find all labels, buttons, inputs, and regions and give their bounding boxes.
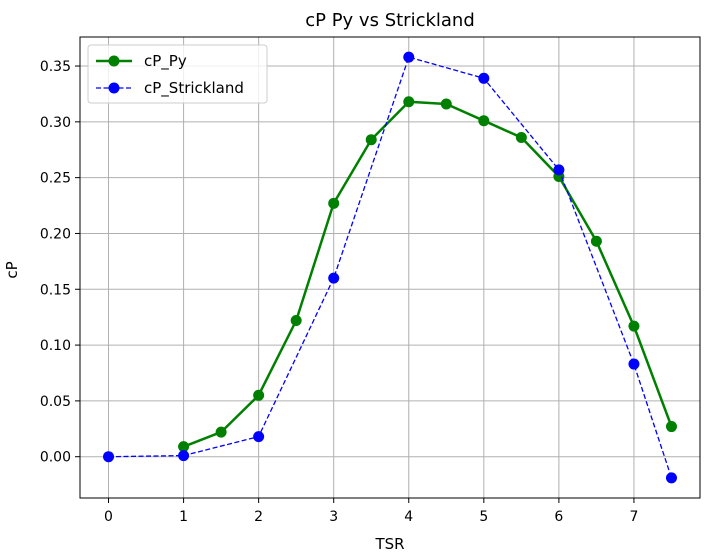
data-point-cp-py	[403, 96, 415, 108]
data-point-cp-py	[515, 131, 527, 143]
data-point-cp-strickland	[478, 72, 490, 84]
x-tick-label: 0	[104, 509, 113, 525]
data-point-cp-py	[628, 320, 640, 332]
y-tick-label: 0.10	[40, 338, 71, 354]
data-point-cp-py	[440, 98, 452, 110]
x-tick-label: 2	[254, 509, 263, 525]
y-axis: 0.00 0.05 0.10 0.15 0.20 0.25 0.30 0.35	[40, 59, 80, 466]
x-axis-title: TSR	[374, 535, 404, 553]
data-point-cp-strickland	[103, 451, 115, 463]
series-layer	[103, 51, 677, 484]
y-tick-label: 0.15	[40, 282, 71, 298]
y-tick-label: 0.00	[40, 450, 71, 466]
data-point-cp-strickland	[665, 472, 677, 484]
legend-marker-cp-py	[108, 55, 120, 67]
data-point-cp-strickland	[253, 431, 265, 443]
legend-marker-cp-strickland	[108, 82, 120, 94]
x-tick-label: 1	[179, 509, 188, 525]
chart-title: cP Py vs Strickland	[305, 10, 475, 31]
y-tick-label: 0.20	[40, 226, 71, 242]
data-point-cp-py	[178, 441, 190, 453]
y-tick-label: 0.25	[40, 171, 71, 187]
series-line-cp-py	[183, 100, 673, 448]
data-point-cp-strickland	[628, 358, 640, 370]
data-point-cp-strickland	[178, 450, 190, 462]
data-point-cp-strickland	[403, 51, 415, 63]
legend: cP_Py cP_Strickland	[87, 44, 268, 104]
plot-frame	[79, 36, 701, 499]
series-line-cp-strickland	[108, 56, 673, 479]
legend-box	[87, 44, 268, 104]
data-point-cp-py	[328, 197, 340, 209]
x-tick-label: 7	[629, 509, 638, 525]
data-point-cp-py	[590, 235, 602, 247]
data-point-cp-strickland	[328, 272, 340, 284]
legend-label-cp-strickland: cP_Strickland	[144, 79, 244, 98]
data-point-cp-py	[253, 389, 265, 401]
x-tick-label: 3	[329, 509, 338, 525]
legend-label-cp-py: cP_Py	[144, 52, 187, 71]
data-point-cp-strickland	[553, 164, 565, 176]
y-tick-label: 0.30	[40, 115, 71, 131]
data-point-cp-py	[665, 421, 677, 433]
y-axis-title: cP	[3, 261, 21, 278]
y-tick-label: 0.35	[40, 59, 71, 75]
x-tick-label: 6	[554, 509, 563, 525]
data-point-cp-py	[365, 134, 377, 146]
y-tick-label: 0.05	[40, 394, 71, 410]
x-tick-label: 5	[479, 509, 488, 525]
data-point-cp-py	[215, 426, 227, 438]
x-axis: 0 1 2 3 4 5 6 7	[104, 498, 638, 525]
data-point-cp-py	[290, 315, 302, 327]
data-point-cp-py	[478, 115, 490, 127]
x-tick-label: 4	[404, 509, 413, 525]
